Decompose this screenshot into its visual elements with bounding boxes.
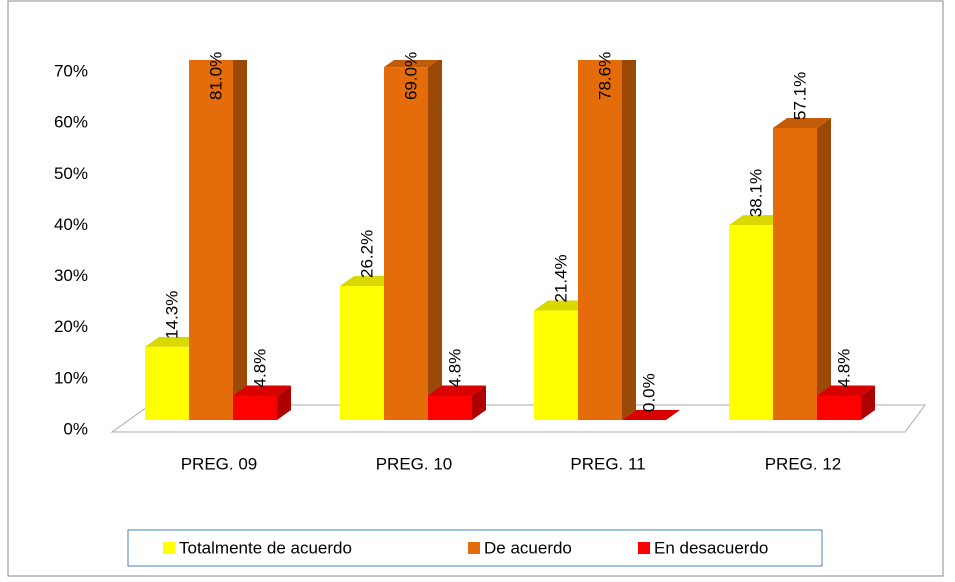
bar-front bbox=[189, 60, 233, 420]
bar-top bbox=[340, 276, 398, 287]
x-tick-label: PREG. 10 bbox=[376, 454, 453, 473]
y-tick-label: 20% bbox=[54, 317, 88, 336]
bar-side bbox=[472, 385, 486, 420]
bar bbox=[428, 385, 486, 420]
value-label: 57.1% bbox=[790, 72, 809, 120]
bar-top bbox=[384, 60, 438, 68]
bar-side bbox=[817, 117, 831, 420]
bar bbox=[189, 60, 247, 420]
value-label: 21.4% bbox=[551, 254, 570, 302]
bar-front bbox=[534, 310, 578, 420]
bar-top bbox=[773, 117, 831, 128]
bar-side bbox=[277, 385, 291, 420]
bar-front bbox=[773, 127, 817, 420]
x-tick-label: PREG. 11 bbox=[570, 454, 645, 473]
value-label: 4.8% bbox=[834, 349, 853, 388]
bar-side bbox=[861, 385, 875, 420]
legend-swatch bbox=[638, 542, 650, 554]
value-label: 38.1% bbox=[746, 169, 765, 217]
value-label: 78.6% bbox=[595, 52, 614, 100]
bar-front bbox=[233, 395, 277, 420]
bar-top bbox=[729, 215, 787, 226]
bar-front bbox=[428, 395, 472, 420]
legend-label: Totalmente de acuerdo bbox=[179, 538, 352, 557]
bar-top bbox=[428, 385, 486, 396]
value-label: 4.8% bbox=[445, 349, 464, 388]
floor bbox=[110, 404, 926, 433]
plot bbox=[145, 60, 875, 420]
legend-label: En desacuerdo bbox=[654, 538, 768, 557]
bar-front bbox=[817, 395, 861, 420]
value-label: 81.0% bbox=[206, 52, 225, 100]
value-label: 69.0% bbox=[401, 52, 420, 100]
bar bbox=[622, 410, 680, 420]
y-tick-label: 60% bbox=[54, 113, 88, 132]
bar bbox=[817, 385, 875, 420]
bar-side bbox=[233, 60, 247, 420]
y-tick-label: 30% bbox=[54, 266, 88, 285]
bar-top bbox=[817, 385, 875, 396]
bar-front bbox=[340, 286, 384, 420]
bar-top bbox=[534, 300, 592, 311]
bar bbox=[384, 60, 442, 420]
bar-top bbox=[145, 336, 203, 347]
legend-swatch bbox=[163, 542, 175, 554]
bar-side bbox=[428, 60, 442, 420]
bar bbox=[233, 385, 291, 420]
y-tick-label: 10% bbox=[54, 368, 88, 387]
bar-side bbox=[622, 60, 636, 420]
legend-label: De acuerdo bbox=[484, 538, 572, 557]
legend-swatch bbox=[468, 542, 480, 554]
value-label: 0.0% bbox=[639, 373, 658, 412]
value-label: 4.8% bbox=[250, 349, 269, 388]
bar-front bbox=[384, 67, 428, 420]
bar-front bbox=[729, 225, 773, 420]
y-tick-label: 0% bbox=[63, 419, 88, 438]
bar-front bbox=[578, 60, 622, 420]
bar bbox=[578, 60, 636, 420]
y-tick-label: 40% bbox=[54, 215, 88, 234]
bar bbox=[773, 117, 831, 420]
value-label: 14.3% bbox=[162, 291, 181, 339]
x-tick-label: PREG. 09 bbox=[181, 454, 258, 473]
bar-front bbox=[145, 346, 189, 420]
y-tick-label: 50% bbox=[54, 164, 88, 183]
x-tick-label: PREG. 12 bbox=[765, 454, 842, 473]
bar-top bbox=[233, 385, 291, 396]
y-tick-label: 70% bbox=[54, 61, 88, 80]
value-label: 26.2% bbox=[357, 230, 376, 278]
bar-top bbox=[622, 410, 680, 420]
